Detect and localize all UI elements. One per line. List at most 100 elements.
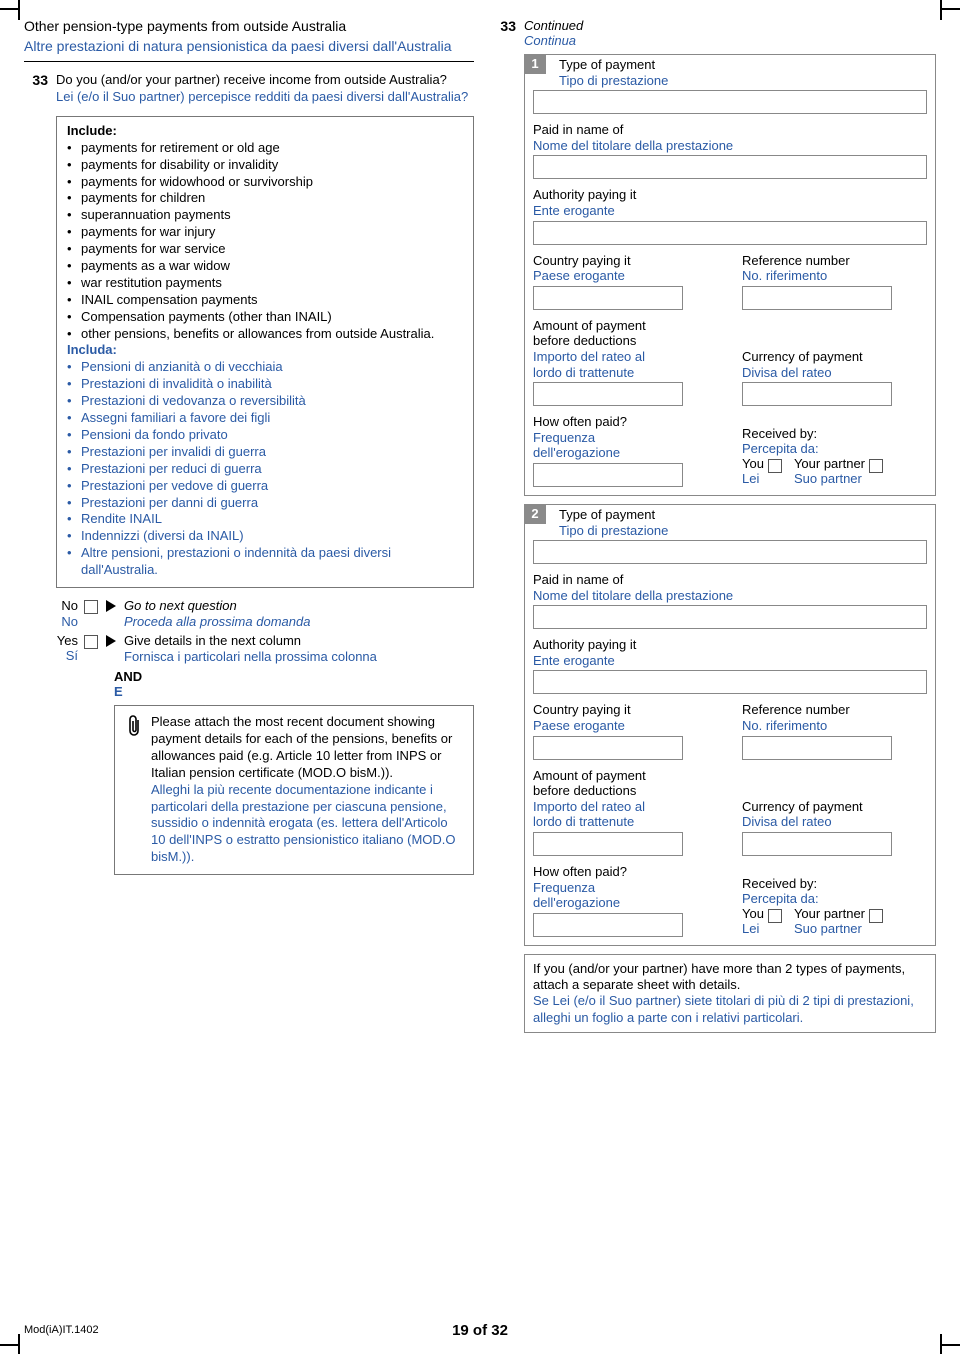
- no-instr-it: Proceda alla prossima domanda: [124, 614, 310, 629]
- received-label-it: Percepita da:: [742, 441, 927, 457]
- block-number-2: 2: [524, 504, 546, 524]
- include-list-it: Pensioni di anzianità o di vecchiaia Pre…: [67, 359, 463, 579]
- answer-no-row: No No Go to next question Proceda alla p…: [48, 598, 474, 631]
- include-item: war restitution payments: [67, 275, 463, 292]
- page-number: 19 of 32: [452, 1322, 508, 1339]
- no-label-en: No: [48, 598, 78, 614]
- include-item: payments for war service: [67, 241, 463, 258]
- refnum-label-en: Reference number: [742, 253, 927, 269]
- amount-label-en2: before deductions: [533, 783, 718, 799]
- form-id: Mod(iA)IT.1402: [24, 1324, 99, 1336]
- include-list-en: payments for retirement or old age payme…: [67, 140, 463, 343]
- currency-input[interactable]: [742, 382, 892, 406]
- include-item: Prestazioni di invalidità o inabilità: [67, 376, 463, 393]
- paid-name-label-it: Nome del titolare della prestazione: [533, 588, 927, 604]
- amount-label-it2: lordo di trattenute: [533, 814, 718, 830]
- authority-label-en: Authority paying it: [533, 187, 927, 203]
- partner-checkbox[interactable]: [869, 909, 883, 923]
- arrow-icon: [106, 635, 116, 647]
- no-instr-en: Go to next question: [124, 598, 237, 613]
- attach-text-it: Alleghi la più recente documentazione in…: [151, 782, 456, 865]
- how-often-input[interactable]: [533, 913, 683, 937]
- yes-instr-it: Fornisca i particolari nella prossima co…: [124, 649, 377, 664]
- left-column: Other pension-type payments from outside…: [24, 18, 474, 1033]
- amount-label-en2: before deductions: [533, 333, 718, 349]
- how-often-label-it1: Frequenza: [533, 430, 718, 446]
- partner-checkbox[interactable]: [869, 459, 883, 473]
- yes-instr-en: Give details in the next column: [124, 633, 301, 648]
- type-input[interactable]: [533, 540, 927, 564]
- type-label-it: Tipo di prestazione: [559, 73, 927, 89]
- received-label-en: Received by:: [742, 876, 927, 892]
- authority-label-it: Ente erogante: [533, 653, 927, 669]
- refnum-label-en: Reference number: [742, 702, 927, 718]
- authority-label-en: Authority paying it: [533, 637, 927, 653]
- paid-name-input[interactable]: [533, 155, 927, 179]
- country-label-en: Country paying it: [533, 253, 718, 269]
- footnote-it: Se Lei (e/o il Suo partner) siete titola…: [533, 993, 914, 1024]
- currency-label-en: Currency of payment: [742, 349, 927, 365]
- include-item: payments for widowhood or survivorship: [67, 174, 463, 191]
- include-item: other pensions, benefits or allowances f…: [67, 326, 463, 343]
- paid-name-input[interactable]: [533, 605, 927, 629]
- q33-number: 33: [24, 72, 48, 596]
- partner-label-en: Your partner: [794, 907, 865, 922]
- authority-input[interactable]: [533, 221, 927, 245]
- payment-block-1: 1 Type of payment Tipo di prestazione Pa…: [524, 54, 936, 496]
- and-en: AND: [114, 669, 474, 684]
- q33-text-it: Lei (e/o il Suo partner) percepisce redd…: [56, 89, 474, 106]
- payment-block-2: 2 Type of payment Tipo di prestazione Pa…: [524, 504, 936, 946]
- refnum-label-it: No. riferimento: [742, 718, 927, 734]
- answer-yes-row: Yes Sí Give details in the next column F…: [48, 633, 474, 666]
- include-item: Altre pensioni, prestazioni o indennità …: [67, 545, 463, 579]
- authority-input[interactable]: [533, 670, 927, 694]
- you-checkbox[interactable]: [768, 459, 782, 473]
- arrow-icon: [106, 600, 116, 612]
- q33-number-right: 33: [492, 18, 516, 48]
- refnum-input[interactable]: [742, 286, 892, 310]
- include-item: payments as a war widow: [67, 258, 463, 275]
- country-input[interactable]: [533, 736, 683, 760]
- continued-en: Continued: [524, 18, 583, 33]
- type-label-it: Tipo di prestazione: [559, 523, 927, 539]
- include-item: Prestazioni per vedove di guerra: [67, 478, 463, 495]
- include-item: payments for retirement or old age: [67, 140, 463, 157]
- footnote-box: If you (and/or your partner) have more t…: [524, 954, 936, 1033]
- yes-label-it: Sí: [48, 648, 78, 664]
- type-label-en: Type of payment: [559, 507, 927, 523]
- amount-input[interactable]: [533, 382, 683, 406]
- footnote-en: If you (and/or your partner) have more t…: [533, 961, 905, 992]
- right-column: 33 Continued Continua 1 Type of payment …: [492, 18, 936, 1033]
- amount-input[interactable]: [533, 832, 683, 856]
- received-label-it: Percepita da:: [742, 891, 927, 907]
- continued-it: Continua: [524, 33, 576, 48]
- how-often-label-it2: dell'erogazione: [533, 895, 718, 911]
- received-label-en: Received by:: [742, 426, 927, 442]
- yes-checkbox[interactable]: [84, 635, 98, 649]
- type-input[interactable]: [533, 90, 927, 114]
- how-often-label-en: How often paid?: [533, 414, 718, 430]
- amount-label-it1: Importo del rateo al: [533, 799, 718, 815]
- you-checkbox[interactable]: [768, 909, 782, 923]
- include-heading-it: Includa:: [67, 342, 463, 357]
- include-item: superannuation payments: [67, 207, 463, 224]
- include-item: Pensioni da fondo privato: [67, 427, 463, 444]
- block-number-1: 1: [524, 54, 546, 74]
- country-input[interactable]: [533, 286, 683, 310]
- authority-label-it: Ente erogante: [533, 203, 927, 219]
- how-often-label-en: How often paid?: [533, 864, 718, 880]
- no-checkbox[interactable]: [84, 600, 98, 614]
- type-label-en: Type of payment: [559, 57, 927, 73]
- currency-label-it: Divisa del rateo: [742, 365, 927, 381]
- amount-label-en1: Amount of payment: [533, 768, 718, 784]
- how-often-label-it2: dell'erogazione: [533, 445, 718, 461]
- paid-name-label-en: Paid in name of: [533, 122, 927, 138]
- paperclip-icon: [125, 714, 143, 866]
- how-often-input[interactable]: [533, 463, 683, 487]
- include-item: Prestazioni per reduci di guerra: [67, 461, 463, 478]
- currency-input[interactable]: [742, 832, 892, 856]
- include-item: Prestazioni di vedovanza o reversibilità: [67, 393, 463, 410]
- refnum-input[interactable]: [742, 736, 892, 760]
- include-item: Pensioni di anzianità o di vecchiaia: [67, 359, 463, 376]
- include-item: payments for children: [67, 190, 463, 207]
